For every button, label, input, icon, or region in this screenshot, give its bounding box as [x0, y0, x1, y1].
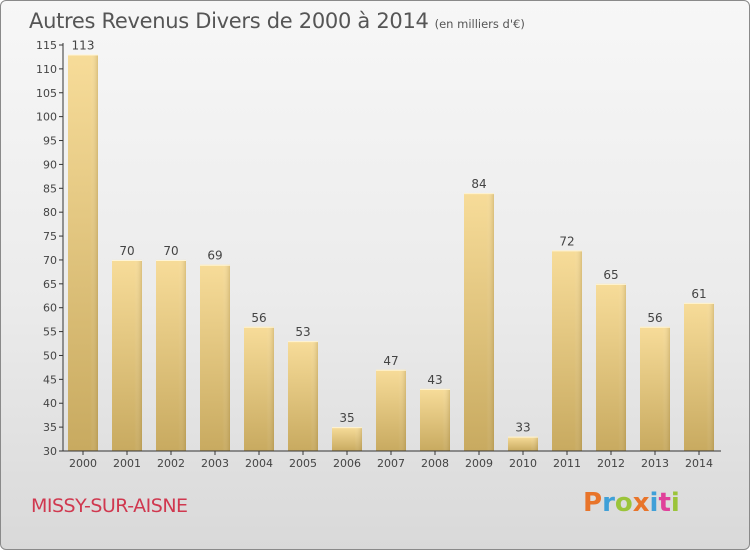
- bar-shade: [596, 283, 626, 451]
- y-tick-label: 30: [43, 445, 57, 458]
- x-tick-label: 2007: [377, 457, 405, 470]
- y-tick-label: 100: [36, 111, 57, 124]
- bar-shade: [420, 388, 450, 451]
- data-label: 53: [295, 325, 310, 339]
- proxiti-logo[interactable]: Proxiti: [583, 488, 680, 518]
- y-tick-label: 65: [43, 278, 57, 291]
- x-tick-label: 2011: [553, 457, 581, 470]
- y-tick-label: 80: [43, 206, 57, 219]
- y-tick-label: 110: [36, 63, 57, 76]
- y-tick-label: 85: [43, 182, 57, 195]
- data-label: 84: [471, 177, 486, 191]
- logo-letter: i: [649, 488, 659, 518]
- chart-unit: (en milliers d'€): [434, 17, 525, 31]
- logo-letter: o: [614, 488, 633, 518]
- bar-shade: [112, 259, 142, 451]
- y-tick-label: 35: [43, 421, 57, 434]
- bar-shade: [244, 326, 274, 451]
- y-tick-label: 75: [43, 230, 57, 243]
- logo-letter: P: [583, 488, 603, 518]
- logo-letter: r: [602, 488, 615, 518]
- data-label: 70: [119, 244, 134, 258]
- x-tick-label: 2005: [289, 457, 317, 470]
- bar-shade: [640, 326, 670, 451]
- data-label: 61: [691, 287, 706, 301]
- y-tick-label: 55: [43, 326, 57, 339]
- logo-letter: x: [632, 488, 650, 518]
- bar-shade: [552, 250, 582, 451]
- bar-shade: [376, 369, 406, 451]
- x-tick-label: 2012: [597, 457, 625, 470]
- y-tick-label: 45: [43, 373, 57, 386]
- x-tick-label: 2008: [421, 457, 449, 470]
- x-tick-label: 2014: [685, 457, 713, 470]
- commune-name: MISSY-SUR-AISNE: [31, 495, 188, 517]
- x-tick-label: 2000: [69, 457, 97, 470]
- x-tick-label: 2004: [245, 457, 273, 470]
- data-label: 43: [427, 373, 442, 387]
- data-label: 65: [603, 268, 618, 282]
- bar-shade: [684, 302, 714, 451]
- bar-shade: [464, 193, 494, 451]
- data-label: 56: [251, 311, 266, 325]
- x-tick-label: 2010: [509, 457, 537, 470]
- y-tick-label: 115: [36, 39, 57, 52]
- x-tick-label: 2009: [465, 457, 493, 470]
- y-tick-label: 60: [43, 302, 57, 315]
- data-label: 47: [383, 354, 398, 368]
- y-axis: 30 35 40 45 50 55 60 65 70 75 80 85 90 95 100 105 110 115: [36, 39, 64, 458]
- bar-shade: [288, 341, 318, 451]
- data-label: 33: [515, 421, 530, 435]
- data-label: 70: [163, 244, 178, 258]
- y-tick-label: 40: [43, 397, 57, 410]
- x-axis: 2000 2001 2002 2003 2004 2005 2006 2007 2008 2009…: [63, 450, 721, 470]
- bars: 113 70 70 69 56 53 35 47 43 84 33 72 65 56 61: [68, 39, 714, 451]
- x-tick-label: 2006: [333, 457, 361, 470]
- y-tick-label: 95: [43, 135, 57, 148]
- x-tick-label: 2003: [201, 457, 229, 470]
- y-tick-label: 105: [36, 87, 57, 100]
- data-label: 69: [207, 249, 222, 263]
- bar-shade: [332, 427, 362, 451]
- chart-title: Autres Revenus Divers de 2000 à 2014: [29, 9, 429, 33]
- chart-header: Autres Revenus Divers de 2000 à 2014 (en …: [29, 9, 525, 33]
- bar-shade: [68, 54, 98, 451]
- data-label: 72: [559, 234, 574, 248]
- y-tick-label: 50: [43, 349, 57, 362]
- data-label: 56: [647, 311, 662, 325]
- bar-shade: [200, 264, 230, 451]
- y-tick-label: 90: [43, 158, 57, 171]
- y-tick-label: 70: [43, 254, 57, 267]
- data-label: 113: [72, 39, 95, 53]
- bar-shade: [156, 259, 186, 451]
- logo-letter: t: [658, 488, 671, 518]
- x-tick-label: 2002: [157, 457, 185, 470]
- logo-letter: i: [670, 488, 680, 518]
- data-label: 35: [339, 411, 354, 425]
- x-tick-label: 2001: [113, 457, 141, 470]
- x-tick-label: 2013: [641, 457, 669, 470]
- bar-shade: [508, 436, 538, 451]
